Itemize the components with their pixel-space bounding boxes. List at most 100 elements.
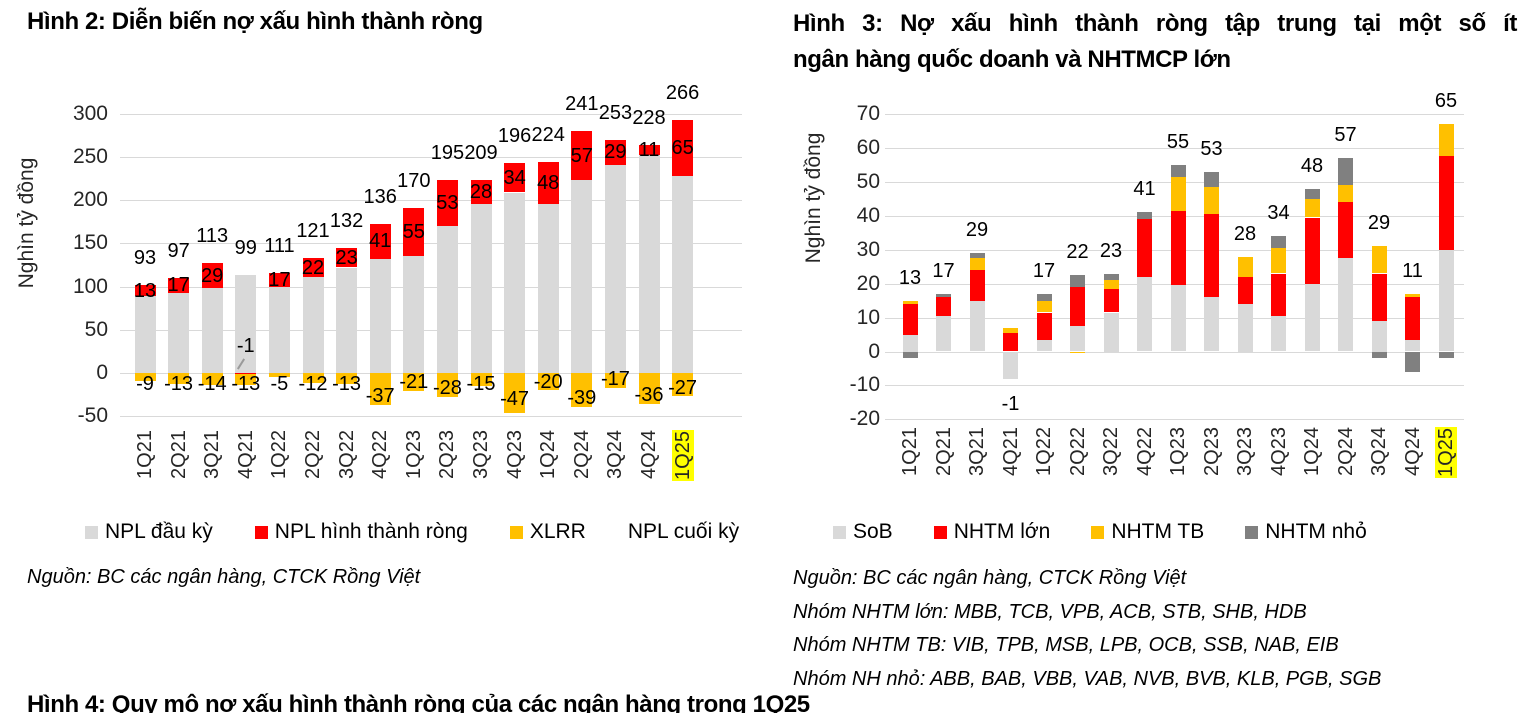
bar-segment (1170, 285, 1186, 352)
bar-segment (936, 297, 951, 316)
fig4-partial-title: Hình 4: Quy mô nợ xấu hình thành ròng củ… (27, 691, 810, 713)
bar-segment (604, 139, 626, 165)
x-tick-label: 1Q21 (899, 427, 921, 476)
xlrr-label: -9 (136, 373, 154, 396)
x-tick-label: 4Q23 (503, 430, 526, 479)
npl-end-label: 111 (264, 234, 295, 257)
xlrr-label: -5 (270, 373, 289, 396)
bar-segment (1405, 293, 1420, 298)
bar-segment (672, 372, 694, 397)
net-formation-label: 11 (638, 138, 660, 161)
bar-segment (470, 372, 492, 386)
net-formation-label: 29 (201, 264, 224, 287)
bar-segment (201, 263, 223, 289)
bar-segment (168, 372, 190, 385)
bar-segment (134, 284, 156, 297)
total-label: 17 (932, 259, 955, 282)
bar-segment (1405, 339, 1420, 352)
y-tick-label: 10 (856, 305, 880, 329)
fig3-y-axis-title: Nghìn tỷ đồng (802, 132, 825, 264)
xlrr-label: -21 (399, 371, 429, 394)
bar-segment (268, 372, 290, 378)
bar-segment (638, 154, 660, 373)
bar-segment (1338, 258, 1353, 352)
total-label: 28 (1233, 222, 1257, 245)
npl-end-label: 136 (363, 185, 397, 208)
bar-segment (436, 372, 458, 398)
fig2-legend-label: NPL đầu kỳ (105, 520, 213, 543)
x-tick-label: 4Q22 (1133, 427, 1156, 476)
bar-segment (571, 372, 593, 407)
fig2-legend-item-npl-cuoi-ky: NPL cuối kỳ (628, 520, 739, 544)
bar-segment (902, 351, 918, 359)
bar-segment (1137, 212, 1152, 220)
bar-segment (1103, 280, 1119, 289)
gridline (885, 249, 1464, 251)
bar-segment (969, 253, 985, 259)
bar-segment (672, 176, 694, 373)
xlrr-label: -27 (668, 376, 698, 399)
x-tick-label: 3Q24 (1368, 427, 1390, 476)
fig3-legend-label: NHTM lớn (953, 520, 1051, 543)
y-tick-label: -50 (77, 404, 108, 427)
x-tick-label: 4Q23 (1267, 427, 1290, 476)
bar-segment (1438, 124, 1454, 157)
fig3-source-note: Nguồn: BC các ngân hàng, CTCK Rồng Việt (793, 567, 1187, 589)
bar-segment (1304, 217, 1320, 284)
net-formation-label: 48 (537, 172, 560, 194)
npl-end-label: 132 (329, 209, 364, 232)
fig3-footnote-nhtm-tb: Nhóm NHTM TB: VIB, TPB, MSB, LPB, OCB, S… (793, 634, 1339, 656)
xlrr-label: -13 (231, 373, 261, 396)
x-tick-label: 1Q22 (1033, 427, 1055, 476)
bar-segment (1204, 297, 1219, 352)
y-tick-label: 0 (96, 360, 108, 384)
bar-segment (1271, 236, 1286, 248)
highlighted-quarter-label: 1Q25 (671, 430, 694, 481)
fig2-y-axis-title: Nghìn tỷ đồng (15, 157, 38, 289)
bar-segment (504, 163, 526, 193)
xlrr-label: -14 (197, 373, 227, 396)
xlrr-label: -20 (533, 370, 563, 393)
x-tick-label: 3Q22 (1100, 427, 1122, 476)
gridline (885, 317, 1464, 319)
label-leader-line (236, 358, 245, 370)
fig2-legend-label: NPL hình thành ròng (274, 520, 468, 543)
bar-segment (571, 180, 593, 373)
x-tick-label: 2Q21 (932, 427, 955, 476)
gridline (120, 114, 742, 115)
gridline (885, 419, 1464, 421)
gridline (885, 385, 1464, 387)
bar-segment (1003, 332, 1018, 352)
fig3-title-line1: Hình 3: Nợ xấu hình thành ròng tập trung… (793, 10, 1517, 37)
bar-segment (403, 372, 425, 391)
bar-segment (268, 287, 290, 373)
gridline (120, 200, 742, 202)
bar-segment (969, 270, 985, 301)
x-tick-label: 1Q25 (671, 430, 694, 494)
bar-segment (1070, 351, 1085, 354)
bar-segment (1137, 276, 1152, 352)
net-formation-label: 55 (402, 220, 425, 243)
bar-segment (537, 372, 559, 391)
highlighted-quarter-label: 1Q25 (1435, 427, 1457, 478)
bar-segment (1003, 327, 1018, 333)
bar-segment (1170, 164, 1186, 177)
gridline (885, 147, 1464, 149)
y-tick-label: 100 (72, 274, 108, 298)
bar-segment (1438, 351, 1454, 359)
bar-segment (902, 334, 918, 352)
fig3-legend-label: NHTM nhỏ (1265, 520, 1367, 543)
xlrr-label: -17 (600, 367, 630, 390)
x-tick-label: 3Q21 (966, 427, 988, 476)
bar-segment (369, 223, 391, 259)
gridline (885, 114, 1464, 115)
red-swatch-icon (254, 525, 268, 539)
bar-segment (235, 372, 257, 374)
net-formation-label: 28 (469, 180, 493, 203)
bar-segment (1271, 273, 1286, 316)
bar-segment (1204, 186, 1219, 214)
x-tick-label: 3Q23 (470, 430, 492, 479)
bar-segment (1338, 202, 1353, 259)
x-tick-label: 2Q23 (1200, 427, 1223, 476)
